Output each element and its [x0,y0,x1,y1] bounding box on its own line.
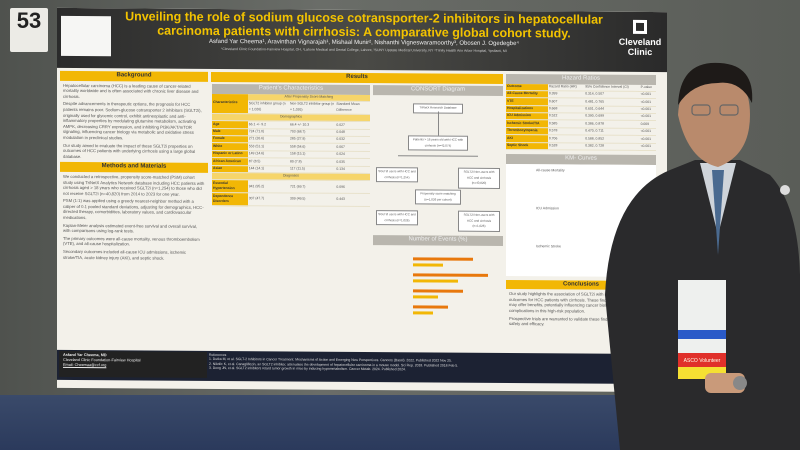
events-bar [413,279,458,283]
cleveland-clinic-logo: Cleveland Clinic [615,19,665,57]
presenter-person: ASCO Volunteer [605,62,800,450]
events-bar [413,295,438,299]
background-heading: Background [60,70,208,82]
events-bar [413,305,448,309]
left-column: Background Hepatocellular carcinoma (HCC… [60,70,208,263]
characteristics-table: Characteristics After Propensity Score Ma… [212,93,370,208]
events-bar [413,311,433,315]
km-label: Ischemic Stroke [536,243,561,248]
conference-badge [678,280,726,360]
background-bullet: Our study aimed to evaluate the impact o… [63,142,196,159]
consort-box: Propensity score matching (n=1,026 per c… [415,189,461,205]
contact-box: Asfand Yar Cheema, MD Cleveland Clinic F… [59,350,207,378]
poster-header: Unveiling the role of sodium glucose cot… [57,7,667,73]
events-heading: Number of Events (%) [373,235,503,246]
references-block: References 1. Dutka M, et al. SGLT-2 Inh… [209,353,629,374]
methods-bullet: Kaplan-Meier analysis estimated event-fr… [63,222,198,234]
table-row: Essential Hypertension 941 (95.2) 721 (69.… [212,179,370,194]
booth-number: 53 [16,8,42,33]
background-bullet: Despite advancements in therapeutic opti… [63,101,202,141]
km-label: All-cause Mortality [536,167,565,172]
asco-logo [61,15,111,57]
km-label: ICU Admission [536,205,559,210]
results-heading: Results [211,71,503,84]
research-poster: Unveiling the role of sodium glucose cot… [57,7,667,393]
consort-panel: CONSORT Diagram TriNetX Research Databas… [373,85,503,351]
consort-box: SGLT2i users with HCC and cirrhosis (n=1… [376,167,418,183]
methods-bullet: Secondary outcomes included all-cause IC… [63,248,187,261]
consort-heading: CONSORT Diagram [373,85,503,96]
methods-bullet: The primary outcomes were all-cause mort… [63,235,200,247]
consort-box: Patients > 18 years old with HCC with ci… [408,135,468,151]
background-bullet: Hepatocellular carcinoma (HCC) is a lead… [63,82,199,99]
events-bar [413,273,488,277]
methods-heading: Methods and Materials [60,162,208,173]
table-row: Dependence Disorders 307 (47.7) 309 (49.5)… [212,192,370,207]
badge-ribbon: ASCO Volunteer [684,358,721,364]
events-bar [413,263,443,267]
characteristics-panel: Patient's Characteristics Characteristic… [212,83,370,208]
consort-box: SGLT2i Non-users with HCC and cirrhosis … [458,167,500,189]
events-bar [413,289,463,293]
methods-bullet: PSM (1:1) was applied using a greedy nea… [63,198,204,221]
consort-box: SGLT2i users with HCC and cirrhosis (n=1… [376,210,418,226]
contact-email: Email: Cheemaa@ccf.org [63,362,107,368]
booth-number-sign: 53 [10,8,48,52]
methods-bullet: We conducted a retrospective, propensity… [63,173,205,197]
events-bar [413,257,473,261]
consort-box: SGLT2i Non-users with HCC and cirrhosis … [458,210,500,232]
poster-heading-block: Unveiling the role of sodium glucose cot… [119,9,609,54]
poster-title: Unveiling the role of sodium glucose cot… [125,9,603,40]
